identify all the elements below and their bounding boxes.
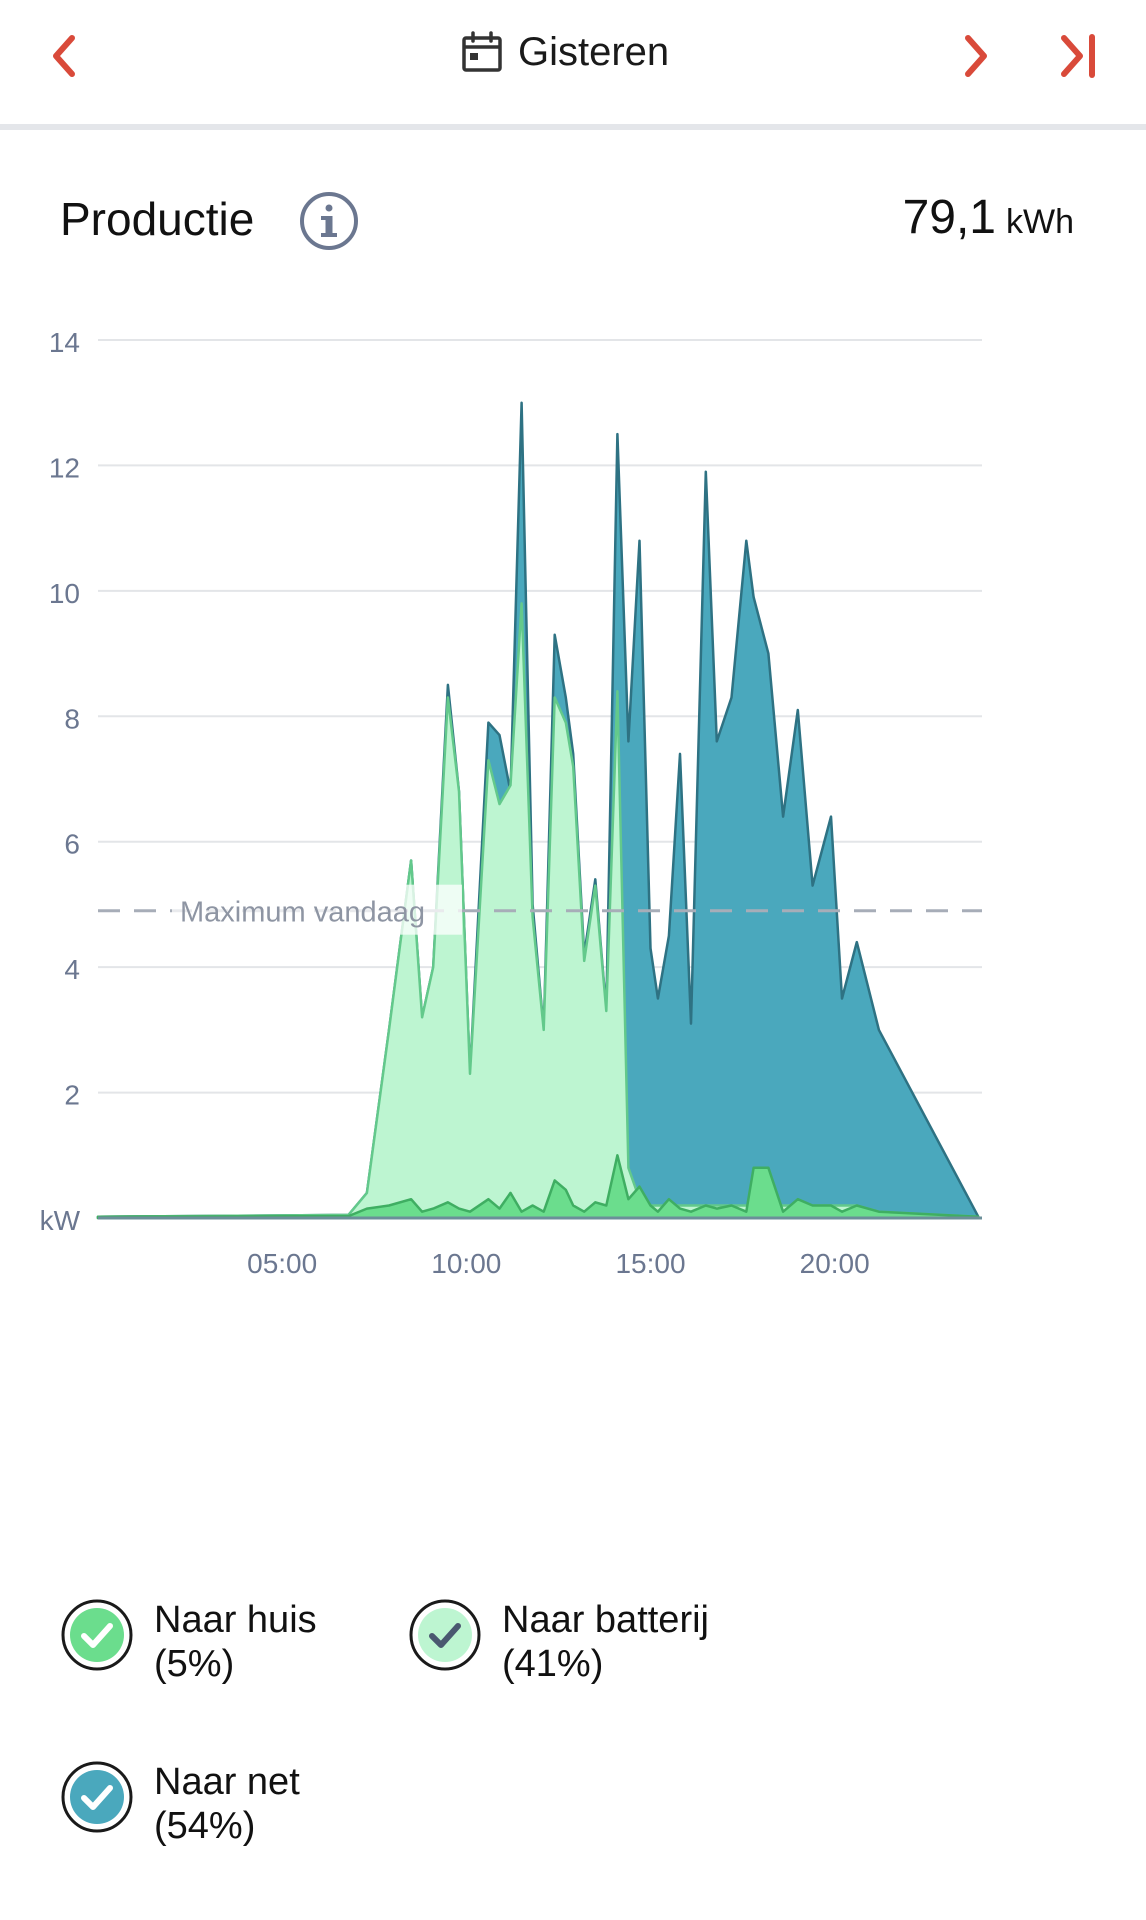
max-today-label: Maximum vandaag	[180, 897, 425, 929]
y-tick-label: 4	[64, 954, 80, 985]
legend-swatch-net	[70, 1770, 124, 1824]
production-chart: 14 12 10 8 6 4 2 kW Maximum vandaag 05:00 10:00 15:…	[40, 327, 982, 1279]
top-bar: Gisteren	[0, 0, 1146, 124]
x-tick-label: 05:00	[247, 1248, 317, 1279]
date-label: Gisteren	[518, 29, 670, 74]
date-picker[interactable]: Gisteren	[460, 22, 669, 82]
legend-naar-batterij[interactable]: Naar batterij (41%)	[408, 1598, 709, 1686]
total-unit: kWh	[1006, 203, 1074, 241]
info-icon[interactable]	[298, 190, 360, 252]
legend-percent: (54%)	[154, 1805, 256, 1847]
max-today-label-bg	[172, 884, 462, 935]
calendar-icon	[462, 31, 502, 72]
y-tick-label: 12	[49, 452, 80, 483]
section-title: Productie	[60, 193, 255, 245]
legend-label: Naar batterij	[502, 1599, 709, 1641]
y-tick-label: 8	[64, 703, 80, 734]
y-axis-unit: kW	[40, 1205, 81, 1236]
chevron-left-icon	[53, 35, 75, 77]
legend-swatch-batterij	[418, 1608, 472, 1662]
skip-to-end-icon	[1061, 34, 1095, 78]
y-tick-label: 10	[49, 578, 80, 609]
chevron-right-icon	[965, 35, 987, 77]
total-production: 79,1 kWh	[903, 190, 1074, 245]
check-circle-icon	[61, 1599, 133, 1671]
check-circle-icon	[61, 1761, 133, 1833]
x-tick-label: 15:00	[615, 1248, 685, 1279]
last-day-button[interactable]	[1046, 22, 1116, 92]
legend-label: Naar net	[154, 1761, 300, 1803]
legend-naar-huis[interactable]: Naar huis (5%)	[60, 1598, 317, 1686]
legend-percent: (41%)	[502, 1643, 604, 1685]
legend-label: Naar huis	[154, 1599, 317, 1641]
x-tick-label: 10:00	[431, 1248, 501, 1279]
y-tick-label: 14	[49, 327, 80, 358]
total-value: 79,1	[902, 191, 996, 244]
legend-percent: (5%)	[154, 1643, 235, 1685]
check-circle-icon	[409, 1599, 481, 1671]
x-tick-label: 20:00	[800, 1248, 870, 1279]
previous-day-button[interactable]	[30, 22, 100, 92]
y-tick-label: 2	[64, 1080, 80, 1111]
y-tick-label: 6	[64, 829, 80, 860]
header-divider	[0, 124, 1146, 130]
next-day-button[interactable]	[940, 22, 1010, 92]
legend-swatch-huis	[70, 1608, 124, 1662]
series-area-naar-huis	[96, 1154, 980, 1220]
legend-naar-net[interactable]: Naar net (54%)	[60, 1760, 300, 1848]
